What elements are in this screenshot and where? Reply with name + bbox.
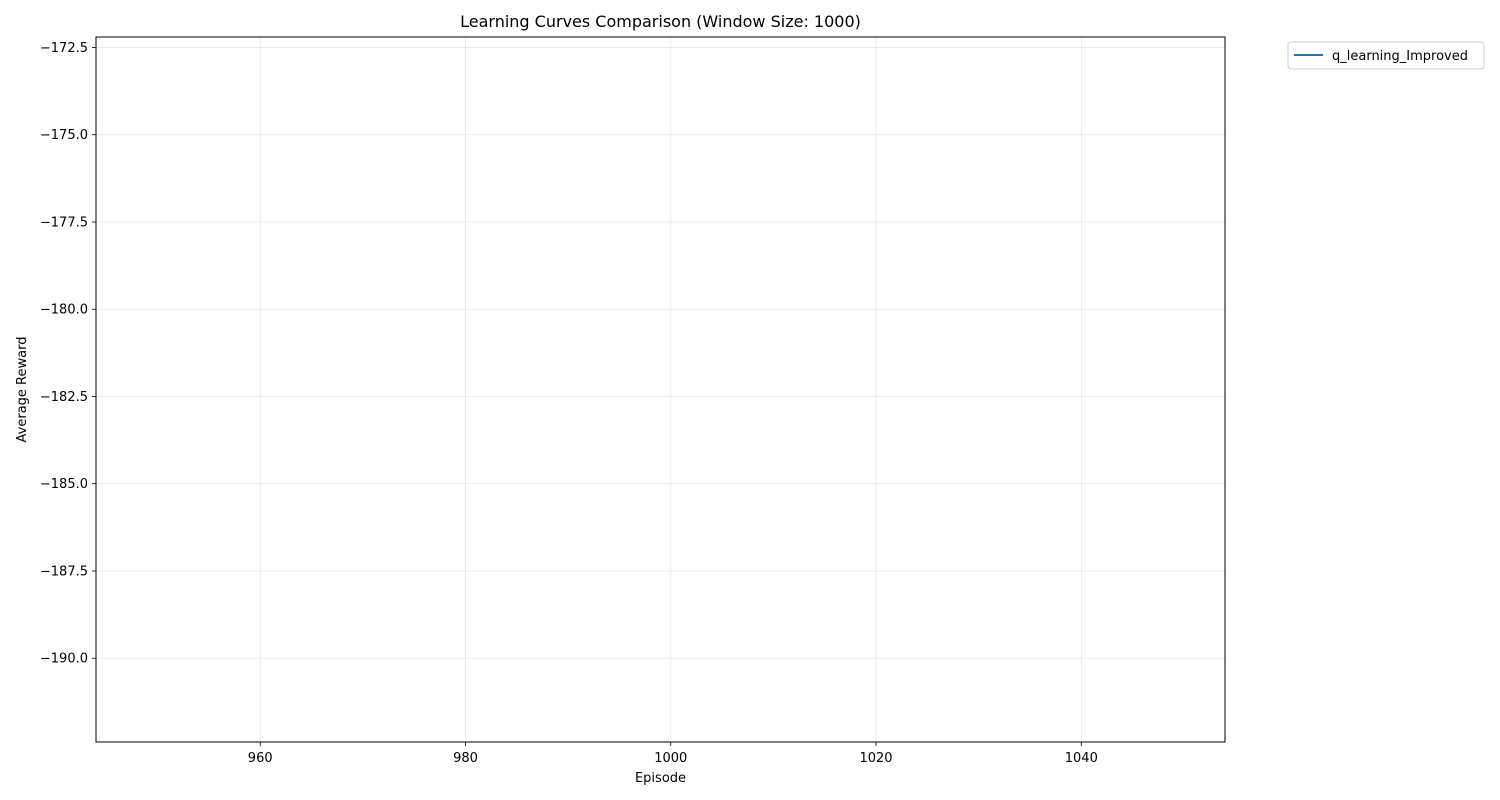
grid-layer <box>96 37 1225 742</box>
y-tick-label: −185.0 <box>40 477 88 492</box>
y-tick-label: −172.5 <box>40 41 88 56</box>
y-tick-label: −175.0 <box>40 128 88 143</box>
x-tick-label: 1020 <box>859 751 892 766</box>
x-tick-label: 1000 <box>654 751 687 766</box>
x-tick-label: 1040 <box>1065 751 1098 766</box>
legend-label-q-learning-improved: q_learning_Improved <box>1332 49 1468 64</box>
y-tick-label: −187.5 <box>40 564 88 579</box>
y-tick-label: −182.5 <box>40 390 88 405</box>
y-axis-label: Average Reward <box>15 337 30 443</box>
x-axis-ticks: 960 980 1000 1020 1040 <box>248 742 1098 766</box>
y-tick-label: −190.0 <box>40 652 88 667</box>
legend: q_learning_Improved <box>1287 41 1485 70</box>
y-tick-label: −177.5 <box>40 215 88 230</box>
legend-box <box>1287 41 1485 70</box>
x-axis-label: Episode <box>635 771 686 786</box>
y-axis-ticks: −172.5 −175.0 −177.5 −180.0 −182.5 −185.0 −187… <box>40 41 96 667</box>
x-tick-label: 980 <box>453 751 478 766</box>
x-tick-label: 960 <box>248 751 273 766</box>
chart-title: Learning Curves Comparison (Window Size:… <box>460 12 861 31</box>
plot-area-frame <box>95 36 1226 743</box>
y-tick-label: −180.0 <box>40 303 88 318</box>
